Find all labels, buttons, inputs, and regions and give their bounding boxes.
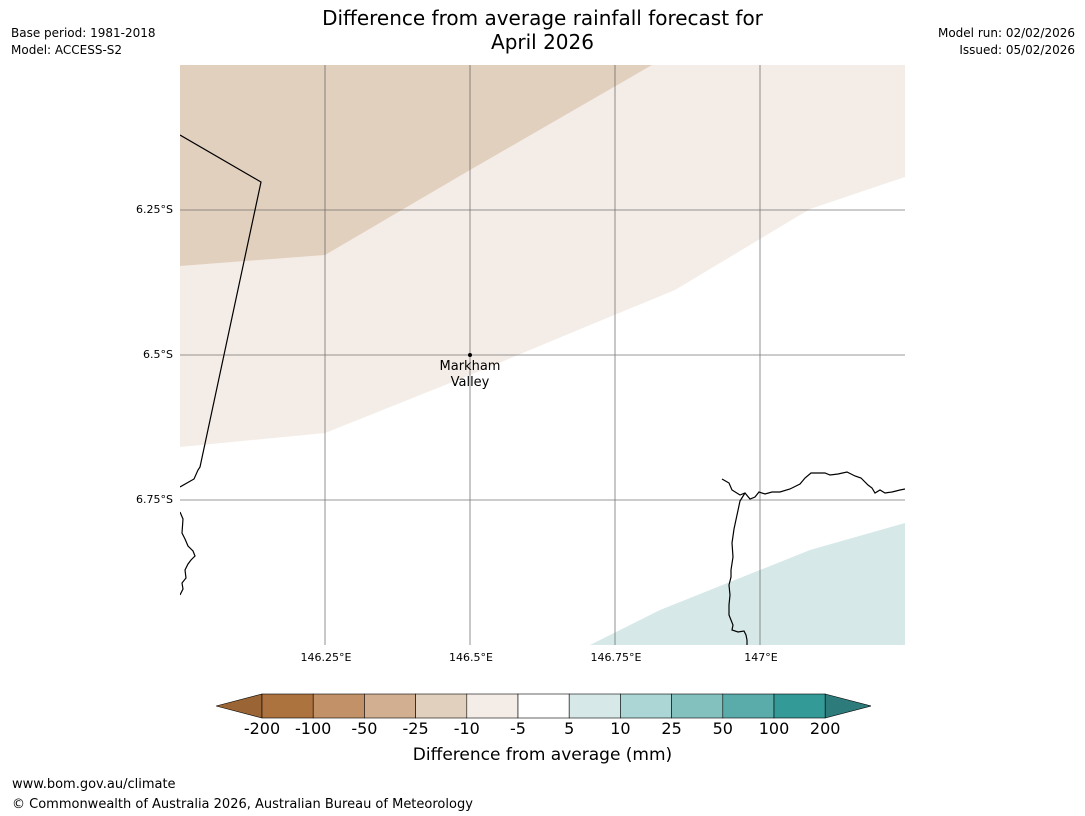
coastline-east bbox=[721, 471, 905, 500]
colorbar-tick-label: 100 bbox=[758, 719, 790, 738]
map-title: Difference from average rainfall forecas… bbox=[200, 6, 885, 54]
region-plus5-to-10 bbox=[590, 523, 905, 645]
colorbar-tick-label: 50 bbox=[712, 719, 733, 738]
region-minus25-to-minus10 bbox=[180, 65, 652, 266]
colorbar-extend-low bbox=[216, 693, 263, 719]
markham-valley-marker bbox=[468, 353, 472, 357]
colorbar-extend-high bbox=[824, 693, 871, 719]
meta-left: Base period: 1981-2018 Model: ACCESS-S2 bbox=[11, 25, 156, 59]
issued-date: Issued: 05/02/2026 bbox=[959, 43, 1075, 57]
province-boundary bbox=[180, 134, 262, 488]
meta-right: Model run: 02/02/2026 Issued: 05/02/2026 bbox=[938, 25, 1075, 59]
colorbar bbox=[216, 693, 871, 719]
lon-label-146-5: 146.5°E bbox=[449, 651, 493, 664]
colorbar-tick-label: 10 bbox=[610, 719, 631, 738]
model-run: Model run: 02/02/2026 bbox=[937, 26, 1075, 40]
boundaries bbox=[180, 134, 905, 645]
colorbar-tick-label: -10 bbox=[453, 719, 480, 738]
footer: www.bom.gov.au/climate © Commonwealth of… bbox=[12, 775, 473, 815]
lon-label-146-25: 146.25°E bbox=[300, 651, 352, 664]
colorbar-segment-3 bbox=[364, 693, 416, 719]
colorbar-tick-label: -5 bbox=[510, 719, 526, 738]
colorbar-segment-2 bbox=[312, 693, 365, 719]
place-label-markham-valley: Markham Valley bbox=[420, 359, 520, 391]
colorbar-tick-label: 200 bbox=[809, 719, 841, 738]
colorbar-tick-label: 25 bbox=[661, 719, 682, 738]
footer-url: www.bom.gov.au/climate bbox=[12, 777, 176, 792]
title-line-1: Difference from average rainfall forecas… bbox=[322, 6, 763, 30]
colorbar-tick-label: -50 bbox=[351, 719, 378, 738]
colorbar-segment-11 bbox=[773, 693, 826, 719]
lon-label-147: 147°E bbox=[744, 651, 778, 664]
place-name-line-1: Markham bbox=[439, 359, 501, 374]
colorbar-segment-5 bbox=[466, 693, 519, 719]
coastline-east-inlet bbox=[728, 492, 748, 645]
base-period: Base period: 1981-2018 bbox=[11, 26, 156, 40]
graticule bbox=[180, 65, 905, 645]
lon-label-146-75: 146.75°E bbox=[590, 651, 642, 664]
colorbar-segment-8 bbox=[620, 693, 672, 719]
rainfall-map bbox=[180, 65, 905, 645]
place-name-line-2: Valley bbox=[450, 375, 490, 390]
colorbar-segment-9 bbox=[671, 693, 724, 719]
lat-label-6-25: 6.25°S bbox=[136, 203, 173, 216]
lat-label-6-75: 6.75°S bbox=[136, 493, 173, 506]
colorbar-segment-10 bbox=[722, 693, 775, 719]
colorbar-segment-4 bbox=[415, 693, 468, 719]
colorbar-tick-label: -200 bbox=[243, 719, 281, 738]
colorbar-segment-7 bbox=[568, 693, 621, 719]
colorbar-label: Difference from average (mm) bbox=[412, 745, 673, 765]
colorbar-segments bbox=[216, 693, 871, 719]
colorbar-tick-label: -100 bbox=[295, 719, 332, 738]
coastline-west bbox=[180, 511, 196, 596]
lat-label-6-5: 6.5°S bbox=[143, 348, 173, 361]
colorbar-tick-label: -25 bbox=[402, 719, 429, 738]
title-line-2: April 2026 bbox=[491, 30, 594, 54]
footer-copyright: © Commonwealth of Australia 2026, Austra… bbox=[12, 797, 473, 812]
colorbar-segment-1 bbox=[261, 693, 314, 719]
colorbar-tick-label: 5 bbox=[564, 719, 575, 738]
model-name: Model: ACCESS-S2 bbox=[11, 43, 123, 57]
colorbar-segment-6 bbox=[517, 693, 570, 719]
